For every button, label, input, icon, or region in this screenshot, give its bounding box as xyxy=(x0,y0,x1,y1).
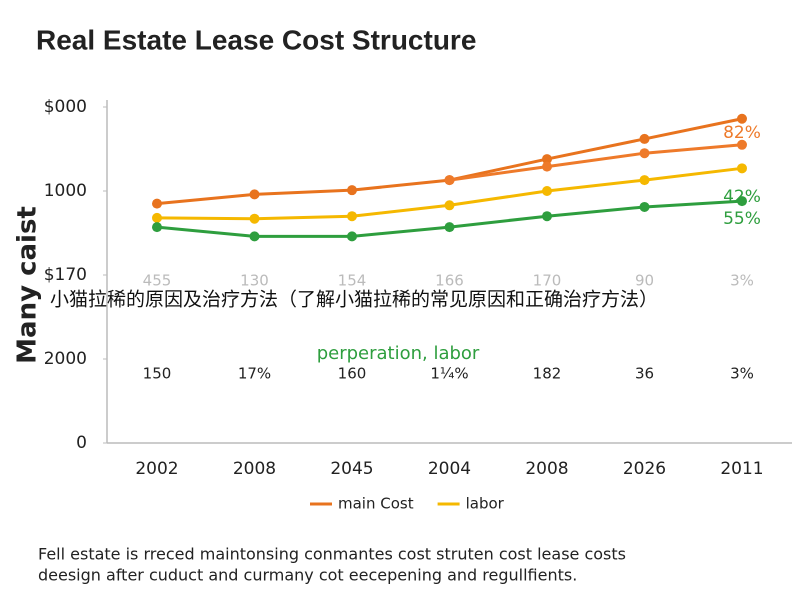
x-tick-label: 2008 xyxy=(525,459,568,479)
end-label: 55% xyxy=(723,209,761,229)
footnote: Fell estate is rreced maintonsing conman… xyxy=(38,545,626,564)
data-point xyxy=(444,200,455,211)
legend-label: labor xyxy=(466,495,505,513)
data-point xyxy=(639,133,650,144)
data-point xyxy=(737,139,747,150)
data-point xyxy=(152,198,162,209)
y-tick-label: 0 xyxy=(76,433,87,453)
x-tick-label: 2045 xyxy=(330,459,373,479)
data-point xyxy=(152,222,162,233)
series-line xyxy=(449,143,743,182)
data-point xyxy=(347,231,357,242)
overlay-text: 小猫拉稀的原因及治疗方法（了解小猫拉稀的常见原因和正确治疗方法） xyxy=(50,289,658,311)
row-label: 154 xyxy=(338,272,367,290)
y-tick-label: $000 xyxy=(44,97,87,117)
x-tick-label: 2002 xyxy=(135,459,178,479)
data-point xyxy=(542,161,552,172)
data-point xyxy=(639,148,650,159)
row-label: 170 xyxy=(533,272,562,290)
footnote: deesign after cuduct and curmany cot eec… xyxy=(38,566,577,585)
series: 42%55% xyxy=(152,187,761,242)
data-point xyxy=(737,196,747,207)
data-point xyxy=(249,231,260,242)
x-tick-label: 2004 xyxy=(428,459,471,479)
data-point xyxy=(542,211,552,222)
x-tick-label: 2008 xyxy=(233,459,276,479)
y-tick-label: 2000 xyxy=(44,349,87,369)
data-point xyxy=(444,175,455,186)
data-point xyxy=(347,211,357,222)
data-point xyxy=(542,186,552,196)
data-point xyxy=(737,113,747,124)
x-tick-label: 2026 xyxy=(623,459,666,479)
data-point xyxy=(639,175,650,186)
data-point xyxy=(152,212,162,223)
chart-title: Real Estate Lease Cost Structure xyxy=(36,24,476,55)
row-label: 36 xyxy=(635,365,654,383)
annotation: perperation, labor xyxy=(317,343,480,364)
end-label: 82% xyxy=(723,123,761,143)
x-tick-label: 2011 xyxy=(720,459,763,479)
row-label: 90 xyxy=(635,272,654,290)
y-tick-label: $170 xyxy=(44,265,87,285)
data-point xyxy=(639,201,650,212)
row-label: 3% xyxy=(730,365,754,383)
row-label: 1¼% xyxy=(430,365,468,383)
data-point xyxy=(249,213,260,224)
end-label: 42% xyxy=(723,187,761,207)
data-point xyxy=(444,222,455,233)
row-label: 17% xyxy=(238,365,271,383)
row-label: 3% xyxy=(730,272,754,290)
legend-label: main Cost xyxy=(338,495,414,513)
row-label: 166 xyxy=(435,272,464,290)
data-point xyxy=(542,154,552,165)
y-axis-label: Many caist xyxy=(13,206,43,364)
row-label: 160 xyxy=(338,365,367,383)
series xyxy=(152,163,747,224)
series: 82% xyxy=(444,123,761,186)
row-label: 130 xyxy=(240,272,269,290)
data-point xyxy=(347,185,357,196)
data-point xyxy=(737,163,747,174)
row-label: 182 xyxy=(533,365,562,383)
data-point xyxy=(249,189,260,200)
row-label: 150 xyxy=(143,365,172,383)
row-label: 455 xyxy=(143,272,172,290)
y-tick-label: 1000 xyxy=(44,181,87,201)
